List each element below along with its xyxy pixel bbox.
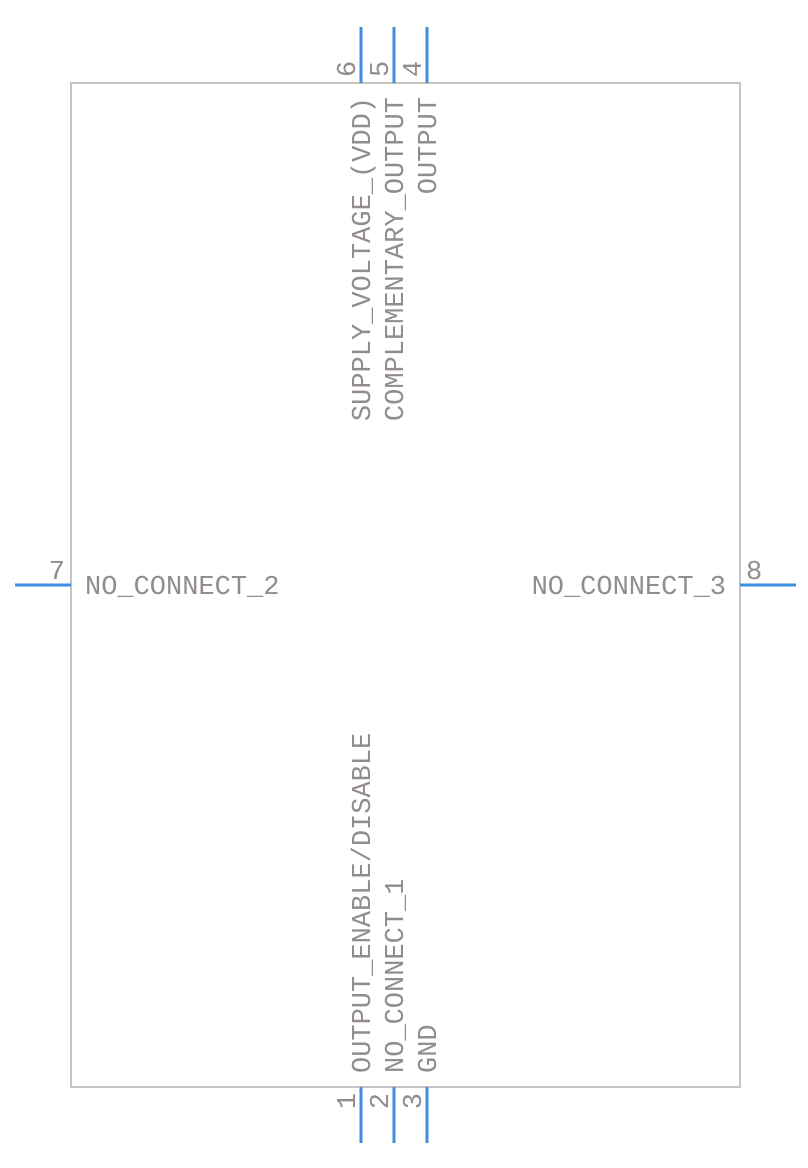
pin-3-label: GND: [415, 1024, 445, 1073]
pin-2-label: NO_CONNECT_1: [382, 879, 412, 1073]
pin-7-label: NO_CONNECT_2: [85, 573, 279, 603]
pin-5-label: COMPLEMENTARY_OUTPUT: [382, 97, 412, 421]
pin-2-number: 2: [367, 1093, 397, 1109]
pin-6-number: 6: [334, 61, 364, 77]
pin-4-label: OUTPUT: [415, 97, 445, 194]
pin-7-number: 7: [49, 558, 65, 588]
pin-6-label: SUPPLY_VOLTAGE_(VDD): [349, 97, 379, 421]
pin-4-number: 4: [400, 61, 430, 77]
pin-1-label: OUTPUT_ENABLE/DISABLE: [349, 733, 379, 1073]
pin-1-number: 1: [334, 1093, 364, 1109]
pin-8-label: NO_CONNECT_3: [532, 573, 726, 603]
pin-5-number: 5: [367, 61, 397, 77]
pin-8-number: 8: [746, 558, 762, 588]
pin-3-number: 3: [400, 1093, 430, 1109]
